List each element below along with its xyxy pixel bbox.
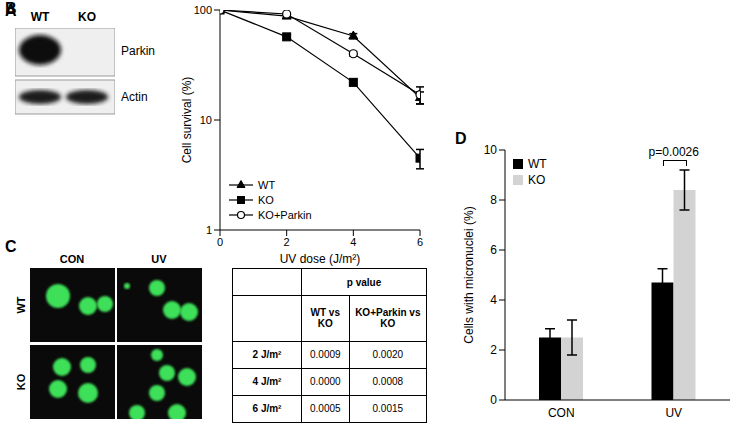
- svg-text:100: 100: [194, 4, 212, 16]
- html-text:p value: p value: [346, 276, 382, 288]
- html-text:KO: KO: [78, 10, 96, 24]
- svg-text:UV: UV: [665, 406, 682, 420]
- svg-text:8: 8: [490, 193, 497, 207]
- html-text:0.0009: 0.0009: [310, 349, 341, 361]
- html-text:CON: CON: [59, 253, 85, 265]
- html-text:2 J/m²: 2 J/m²: [252, 349, 282, 361]
- html-text:KO: KO: [15, 373, 27, 391]
- svg-text:6: 6: [417, 236, 423, 248]
- html-text:UV: UV: [151, 253, 167, 265]
- html-text:0.0008: 0.0008: [372, 376, 404, 388]
- html-text:0.0005: 0.0005: [310, 403, 341, 415]
- svg-text:1: 1: [206, 224, 212, 236]
- svg-text:6: 6: [490, 243, 497, 257]
- html-text:Cells with micronuclei (%): Cells with micronuclei (%): [462, 206, 476, 344]
- svg-text:4: 4: [490, 293, 497, 307]
- html-text:WT vs KO: WT vs KO: [310, 307, 340, 330]
- html-text:A: A: [5, 2, 17, 19]
- html-text:KO+Parkin: KO+Parkin: [258, 208, 312, 221]
- svg-text:2: 2: [284, 236, 290, 248]
- html-text:WT: WT: [15, 296, 27, 314]
- html-text:WT: WT: [258, 178, 276, 191]
- html-text:B: B: [5, 0, 17, 17]
- html-text:p=0.0026: p=0.0026: [648, 145, 699, 159]
- html-text:Parkin: Parkin: [121, 44, 155, 58]
- svg-text:10: 10: [200, 114, 212, 126]
- html-text:WT: WT: [528, 157, 547, 171]
- html-text:KO+Parkin vs KO: KO+Parkin vs KO: [355, 307, 421, 330]
- html-text:C: C: [5, 238, 17, 255]
- svg-text:10: 10: [484, 143, 498, 157]
- html-text:0.0020: 0.0020: [372, 349, 404, 361]
- html-text:6 J/m²: 6 J/m²: [252, 403, 282, 415]
- html-text:UV dose (J/m²): UV dose (J/m²): [279, 252, 361, 266]
- svg-text:0: 0: [490, 393, 497, 407]
- html-text:Cell survival (%): Cell survival (%): [180, 76, 194, 164]
- html-text:KO: KO: [258, 193, 274, 206]
- html-text:Actin: Actin: [121, 90, 148, 104]
- svg-text:0: 0: [217, 236, 223, 248]
- html-text:KO: KO: [528, 173, 546, 187]
- html-text:0.0000: 0.0000: [310, 376, 341, 388]
- svg-text:CON: CON: [548, 406, 575, 420]
- svg-text:4: 4: [350, 236, 356, 248]
- html-text:WT: WT: [30, 10, 50, 24]
- html-text:0.0015: 0.0015: [372, 403, 404, 415]
- html-text:4 J/m²: 4 J/m²: [252, 376, 282, 388]
- svg-text:2: 2: [490, 343, 497, 357]
- html-text:D: D: [455, 130, 467, 147]
